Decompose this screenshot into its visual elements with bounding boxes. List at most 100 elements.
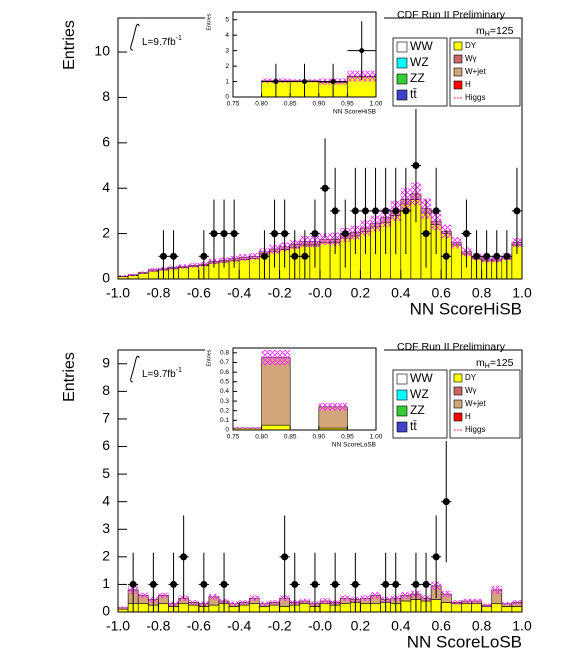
x-tick-label: 0.85 xyxy=(284,434,297,441)
data-point xyxy=(301,252,309,260)
x-axis-label: NN ScoreLoSB xyxy=(332,442,376,449)
data-point xyxy=(311,580,319,588)
bar xyxy=(511,606,522,612)
data-point xyxy=(412,580,420,588)
legend-swatch xyxy=(453,373,463,383)
x-tick-label: -1.0 xyxy=(106,618,130,634)
legend-label: ZZ xyxy=(410,403,425,417)
data-point xyxy=(483,252,491,260)
bar xyxy=(299,603,311,612)
y-tick-label: 0 xyxy=(102,270,110,286)
frame xyxy=(232,11,377,98)
x-axis-label: NN ScoreHiSB xyxy=(333,109,376,116)
bar xyxy=(360,603,371,612)
data-point xyxy=(311,230,319,238)
data-point xyxy=(291,252,299,260)
data-point xyxy=(442,252,450,260)
legend-swatch xyxy=(453,54,463,64)
uncertainty-band xyxy=(229,601,240,606)
inset: 0.75 0.80 0.85 0.90 0.95 1.00 0 1 2 3 4 5 NN ScoreHi… xyxy=(205,4,384,119)
bar xyxy=(137,273,149,279)
bar xyxy=(249,258,260,279)
data-point xyxy=(291,580,299,588)
annotation: CDF Run II Preliminary xyxy=(397,341,506,353)
bar xyxy=(228,606,240,612)
data-point xyxy=(200,252,208,260)
bar xyxy=(269,604,280,612)
x-tick-label: -0.0 xyxy=(308,618,332,634)
x-tick-label: 0.80 xyxy=(255,434,268,441)
data-point xyxy=(149,580,157,588)
uncertainty-band xyxy=(441,590,452,598)
legend-label: Higgs xyxy=(465,93,485,102)
uncertainty-band xyxy=(128,273,139,277)
x-tick-label: 1.0 xyxy=(512,285,532,301)
uncertainty-band xyxy=(451,237,462,249)
integral-sign xyxy=(130,355,140,383)
data-point xyxy=(462,230,470,238)
x-tick-label: 0.90 xyxy=(312,101,325,108)
y-tick-label: 0.6 xyxy=(220,369,229,376)
x-tick-label: 0.95 xyxy=(341,434,354,441)
data-point xyxy=(220,580,228,588)
uncertainty-band xyxy=(261,349,291,366)
y-tick-label: 1 xyxy=(225,78,229,85)
y-tick-label: 0 xyxy=(225,427,229,434)
bar xyxy=(148,270,159,279)
data-point xyxy=(351,580,359,588)
uncertainty-band xyxy=(239,600,250,605)
y-tick-label: 4 xyxy=(225,32,229,39)
uncertainty-band xyxy=(118,606,129,610)
bar xyxy=(450,603,462,612)
plot-area xyxy=(205,340,384,452)
uncertainty-band xyxy=(370,592,381,599)
legend-label: WZ xyxy=(410,387,429,401)
legend-swatch xyxy=(453,41,463,51)
y-tick-label: 2 xyxy=(102,224,110,240)
legend-label: WW xyxy=(410,371,433,385)
lumi-text: L=9.7fb xyxy=(142,37,176,48)
data-point xyxy=(402,207,410,215)
bar xyxy=(339,603,351,612)
data-point xyxy=(281,230,289,238)
bar xyxy=(178,267,190,279)
uncertainty-band xyxy=(471,598,482,604)
y-tick-label: 1 xyxy=(102,575,110,591)
uncertainty-band xyxy=(138,592,149,599)
x-tick-label: 1.0 xyxy=(512,618,532,634)
bar xyxy=(430,599,442,612)
uncertainty-band xyxy=(208,594,219,600)
data-point xyxy=(220,230,228,238)
uncertainty-band xyxy=(233,427,262,430)
y-axis-label: Entries xyxy=(206,349,212,366)
lumi-sup: -1 xyxy=(176,35,182,42)
y-tick-label: 3 xyxy=(102,520,110,536)
x-tick-label: 0.95 xyxy=(341,101,354,108)
uncertainty-band xyxy=(481,603,492,607)
uncertainty-band xyxy=(299,598,310,604)
y-tick-label: 9 xyxy=(102,354,110,370)
data-point xyxy=(392,207,400,215)
data-point xyxy=(200,580,208,588)
mass-base: m xyxy=(476,25,485,37)
legend-label: W+jet xyxy=(465,399,486,408)
data-point xyxy=(432,553,440,561)
uncertainty-band xyxy=(178,595,189,601)
y-tick-label: 7 xyxy=(102,410,110,426)
bar xyxy=(259,606,270,612)
data-point xyxy=(442,498,450,506)
bar xyxy=(261,357,291,426)
mass-label: mH=125 xyxy=(476,357,514,370)
legend-label: tt̄ xyxy=(410,419,417,433)
uncertainty-band xyxy=(259,601,270,606)
legend-label: WZ xyxy=(410,55,429,69)
bar xyxy=(238,604,250,612)
y-tick-label: 2 xyxy=(102,548,110,564)
y-tick-label: 0.2 xyxy=(220,407,229,414)
data-point xyxy=(170,580,178,588)
lumi-sup: -1 xyxy=(176,367,182,374)
bar xyxy=(208,604,220,612)
integral-sign xyxy=(130,23,140,51)
legend-swatch xyxy=(396,57,408,69)
legend-label: WW xyxy=(410,39,433,53)
